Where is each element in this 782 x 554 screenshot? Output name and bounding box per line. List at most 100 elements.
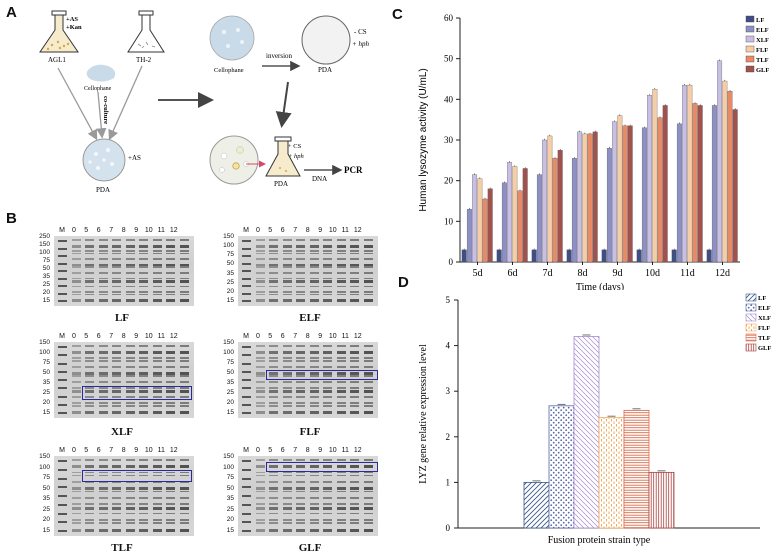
pda-plate-1-icon [82,138,126,182]
gel-image [238,456,378,536]
gel-lane-label: 9 [134,333,139,340]
gel-lane [85,456,94,536]
gel-lane-label: 5 [268,447,273,454]
gel-ladder-label: 100 [39,349,50,356]
bar-flf [722,80,728,263]
cellophane-label-2: Cellophane [214,67,244,74]
gel-ladder-label: 20 [226,399,234,406]
gel-lane [125,236,135,306]
gel-lane-label: 9 [318,227,323,234]
lysozyme-activity-chart: 0 10 20 30 40 50 60 5d 6d 7d 8d 9d 10d 11d 12d Time (da… [418,13,769,290]
gel-lane-label: 0 [72,333,76,340]
gel-lane [125,456,135,536]
gel-lane [85,236,94,306]
bar-glf [662,105,668,263]
gel-ladder-label: 20 [226,287,234,295]
bar-tlf [552,158,558,263]
gel-lane [255,236,265,306]
gel-lane [255,456,265,536]
gel-lane [323,236,332,306]
legend-label: LF [758,295,766,302]
gel-lane [255,342,265,418]
gel-ladder-label: 150 [223,233,234,240]
gel-lane-label: 0 [256,227,260,234]
pda-plate-2-icon [301,15,351,65]
gel-lane-label: M [59,227,65,234]
gel-ladder-label: 15 [226,296,234,304]
x-tick-label: 10d [645,268,660,279]
gel-lane-label: 6 [280,333,285,340]
bar-glf [648,471,675,529]
gel-lane [309,236,319,306]
gel-lane [71,342,81,418]
gel-lane [152,456,162,536]
legend-swatch [745,313,757,322]
bar-xlf [472,174,478,263]
gel-lane [85,342,94,418]
cellophane-label-1: Cellophane [84,86,112,92]
gel-lane [166,236,175,306]
gel-ladder-label: 25 [42,389,50,396]
x-tick-label: 11d [680,268,695,279]
gel-lane-label: 7 [293,227,298,234]
gel-ladder-label: 15 [226,526,234,534]
legend-swatch [745,293,757,302]
gel-lane-label: 7 [293,447,298,454]
gel-lane [363,342,373,418]
gel-target-band-box [266,370,378,380]
gel-lane [350,236,359,306]
gel-lane-label: 10 [144,227,153,234]
gel-lane-label: 7 [109,447,114,454]
gel-lane [296,456,305,536]
gel-ladder-label: 15 [42,409,50,416]
bar-tlf [622,125,628,263]
gel-ladder-label: 50 [226,484,234,492]
gel-ladder-label: 25 [226,278,234,286]
y-tick-label: 20 [444,176,454,186]
gel-lane [112,342,121,418]
gel-lane-label: 5 [84,447,89,454]
bar-flf [652,89,658,263]
gel-lane-label: 6 [96,333,101,340]
legend-swatch [745,45,755,53]
gel-ladder-label: 50 [226,369,234,376]
bar-elf [606,147,612,263]
gel-lane [336,236,346,306]
gel-ladder-label: 100 [223,349,234,356]
flask-th2-icon [127,10,165,53]
gel-lane [179,456,189,536]
gel-lane-label: 7 [109,227,114,234]
gel-lane-label: 6 [280,227,285,234]
gel-lane-labels: M 0 5 6 7 8 9 10 11 12 [56,447,180,454]
panel-letter-b: B [6,210,17,227]
gel-lane [179,342,189,418]
bar-tlf [623,409,650,529]
gel-lane-label: 11 [157,333,165,340]
x-tick-label: 12d [715,268,730,279]
cellophane-piece-icon [86,64,116,82]
gel-lane [179,236,189,306]
gel-lane [71,236,81,306]
y-tick-label: 10 [444,216,454,226]
bar-flf [547,135,553,263]
legend-label: XLF [758,315,771,322]
gel-lane-label: 12 [353,333,362,340]
bar-flf [477,178,483,263]
gel-lane-label: 6 [96,447,101,454]
gel-ladder-label: 35 [226,495,234,503]
gel-ladder-label: 20 [42,516,50,524]
gel-lane [282,456,292,536]
gel-lane-label: 9 [134,447,139,454]
gel-lane-label: M [243,227,249,234]
gel-lane-label: 9 [318,447,323,454]
lyz-expression-chart: 0 1 2 3 4 5 Fusion protein strain type LYZ gene… [418,293,771,546]
bar-tlf [727,91,733,263]
pda2-label: PDA [318,66,332,74]
gel-ladder-label: 20 [42,289,50,296]
flask1-marker-kan: +Kan [66,24,82,31]
gel-ladder-label: 15 [42,526,50,534]
pda3-marker-cs: + CS [288,143,302,150]
gel-lane [152,342,162,418]
gel-ladder-label: 150 [223,453,234,460]
gel-lane-label: 5 [268,227,273,234]
